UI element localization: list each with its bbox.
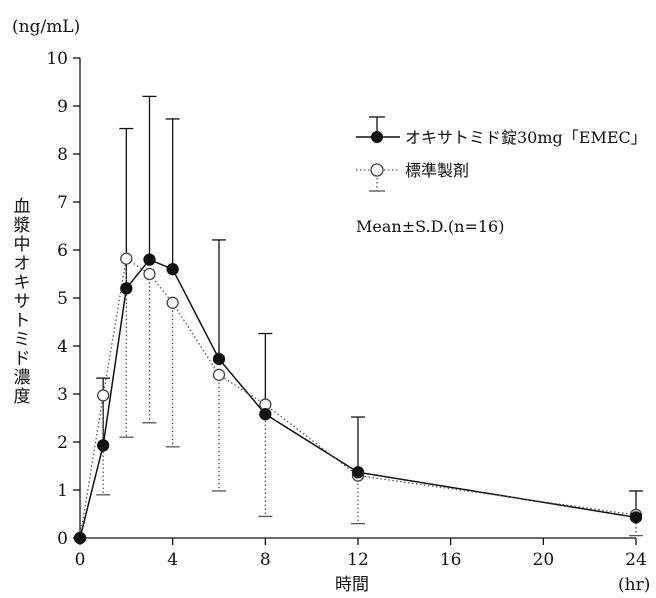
data-point-series-1 <box>629 511 643 524</box>
y-tick-label: 4 <box>57 337 68 357</box>
y-tick-label: 9 <box>57 97 68 117</box>
data-point-series-1 <box>259 408 272 421</box>
y-tick-label: 3 <box>57 385 68 405</box>
y-tick-label: 0 <box>57 529 68 549</box>
data-point-series-1 <box>351 466 365 479</box>
y-tick-label: 7 <box>57 193 68 213</box>
error-bars <box>96 95 643 537</box>
y-tick-label: 2 <box>57 433 68 453</box>
legend-marker-series-2 <box>370 163 384 177</box>
y-tick-label: 5 <box>57 289 68 309</box>
y-tick-label: 10 <box>46 49 68 69</box>
legend-label-series-2: 標準製剤 <box>405 161 469 180</box>
data-point-series-1 <box>97 439 110 452</box>
data-point-series-2 <box>166 296 179 309</box>
x-tick-label: 8 <box>260 550 271 570</box>
x-tick-label: 24 <box>625 550 647 570</box>
x-tick-label: 20 <box>533 550 555 570</box>
data-point-series-1 <box>143 253 156 266</box>
stats-annotation: Mean±S.D.(n=16) <box>356 217 504 236</box>
y-tick-label: 6 <box>57 241 68 261</box>
y-axis-label: 血漿中オキサトミド濃度 <box>14 197 31 407</box>
x-tick-label: 4 <box>167 550 178 570</box>
legend: オキサトミド錠30mg「EMEC」 標準製剤 <box>356 116 647 192</box>
data-point-series-1 <box>166 263 179 276</box>
data-point-series-2 <box>97 389 110 402</box>
data-point-series-2 <box>143 267 156 281</box>
data-point-series-1 <box>73 531 87 545</box>
y-unit-label: (ng/mL) <box>12 17 80 37</box>
series-markers <box>73 252 643 545</box>
legend-marker-series-1 <box>371 131 383 143</box>
legend-label-series-1: オキサトミド錠30mg「EMEC」 <box>405 128 647 147</box>
x-tick-label: 12 <box>347 550 369 570</box>
x-unit-label: (hr) <box>618 575 650 595</box>
data-point-series-2 <box>120 252 133 265</box>
y-tick-label: 8 <box>57 145 68 165</box>
x-tick-label: 16 <box>440 550 462 570</box>
data-point-series-1 <box>212 352 226 366</box>
x-tick-label: 0 <box>75 550 86 570</box>
y-tick-label: 1 <box>57 481 68 501</box>
data-point-series-1 <box>120 282 133 295</box>
x-axis-label: 時間 <box>335 575 369 595</box>
data-point-series-2 <box>212 368 226 381</box>
